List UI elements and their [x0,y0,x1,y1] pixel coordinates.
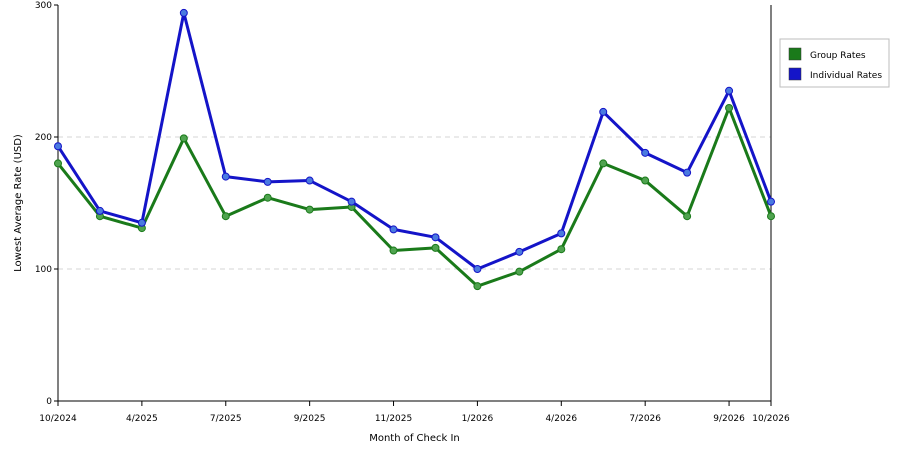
series-lines [54,8,775,291]
data-point [137,218,146,227]
data-point [263,193,272,202]
y-tick-label: 300 [35,1,52,11]
x-tick-label: 4/2025 [126,414,158,424]
data-point [473,282,482,291]
data-point [515,247,524,256]
x-axis-title: Month of Check In [369,433,460,444]
data-point [557,229,566,238]
data-point [305,176,314,185]
data-point [389,246,398,255]
legend: Group Rates Individual Rates [779,38,890,88]
series-line [56,11,773,271]
data-point [557,245,566,254]
data-point [389,225,398,234]
data-point [263,177,272,186]
data-point [54,142,62,151]
legend-swatch [788,67,802,81]
data-point [767,197,775,206]
data-point [725,103,734,112]
data-point [683,212,692,221]
y-tick-label: 100 [35,265,52,275]
x-tick-label: 1/2026 [462,414,494,424]
data-point [641,148,650,157]
data-point [473,265,482,273]
x-tick-label: 11/2025 [375,414,412,424]
y-axis-ticks: 0 100 200 300 [35,1,58,407]
data-point [54,159,62,168]
data-point [683,168,692,177]
y-axis-title: Lowest Average Rate (USD) [13,134,24,272]
y-tick-label: 200 [35,133,52,143]
legend-swatch [788,47,802,61]
data-point [221,212,230,221]
x-tick-label: 9/2025 [294,414,326,424]
data-point [179,134,188,143]
data-point [767,212,775,221]
x-tick-label: 7/2026 [629,414,661,424]
data-point [725,86,734,95]
series-group-rates [54,103,775,291]
data-point [179,8,188,17]
x-tick-label: 9/2026 [713,414,745,424]
data-point [599,159,608,168]
data-point [431,243,440,252]
data-point [515,267,524,276]
series-line [56,106,773,288]
legend-label: Individual Rates [810,71,882,81]
x-tick-label: 4/2026 [545,414,577,424]
y-tick-label: 0 [46,397,52,407]
data-point [221,172,230,181]
axes [57,5,772,402]
data-point [431,233,440,242]
x-tick-label: 10/2026 [752,414,790,424]
grid-lines [58,136,771,270]
x-tick-label: 10/2024 [39,414,77,424]
data-point [599,107,608,116]
x-tick-label: 7/2025 [210,414,242,424]
series-individual-rates [54,8,775,273]
data-point [95,206,104,215]
legend-label: Group Rates [810,51,866,61]
data-point [641,176,650,185]
data-point [305,205,314,214]
data-point [347,197,356,206]
x-axis-ticks: 10/2024 4/2025 7/2025 9/2025 11/2025 1/2026 4/… [39,401,790,424]
